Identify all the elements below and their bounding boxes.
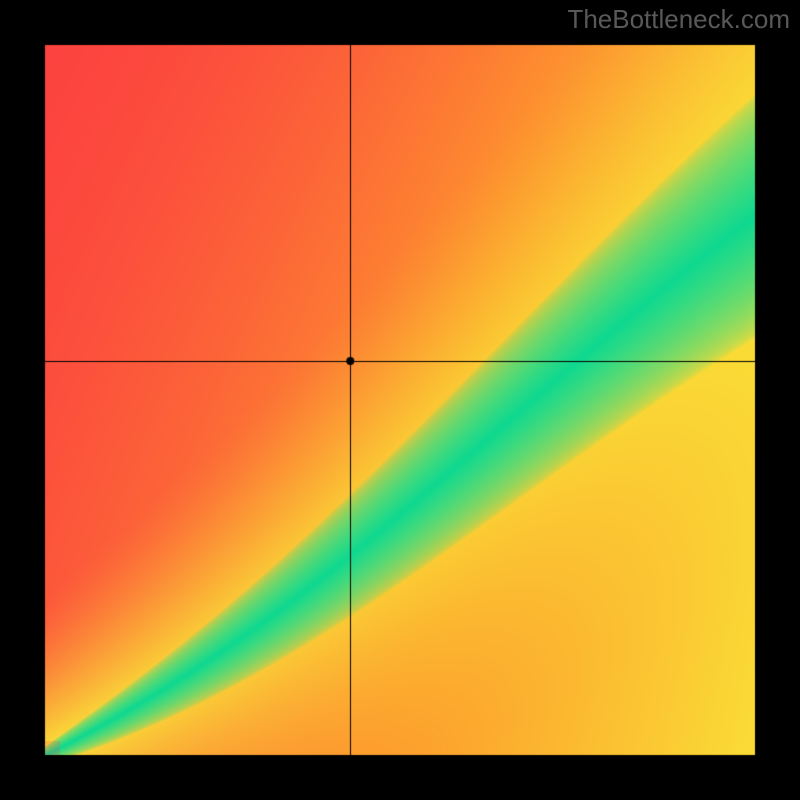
watermark-text: TheBottleneck.com <box>567 4 790 35</box>
bottleneck-heatmap <box>0 0 800 800</box>
chart-container: TheBottleneck.com <box>0 0 800 800</box>
